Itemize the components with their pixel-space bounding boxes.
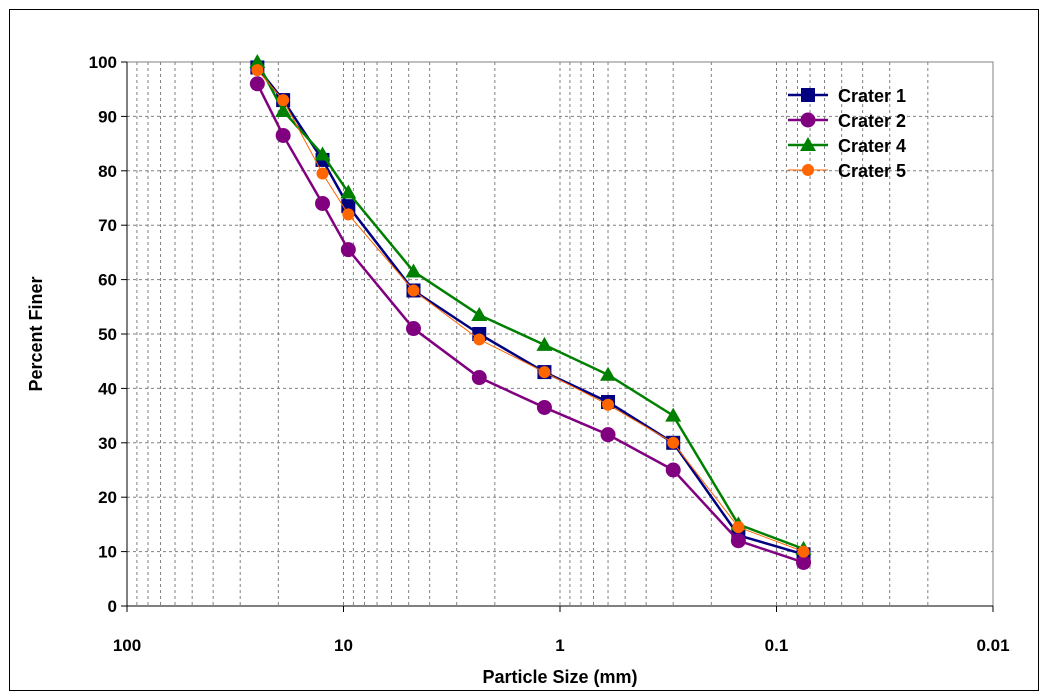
data-point bbox=[667, 436, 680, 449]
legend-marker bbox=[801, 88, 815, 102]
y-tick-label: 10 bbox=[98, 543, 117, 562]
x-axis-label: Particle Size (mm) bbox=[482, 667, 637, 687]
legend-item: Crater 2 bbox=[788, 111, 906, 131]
legend-marker bbox=[802, 164, 814, 176]
series-crater-5 bbox=[251, 64, 810, 558]
data-point bbox=[796, 554, 812, 570]
series-crater-2 bbox=[249, 76, 812, 570]
y-tick-label: 60 bbox=[98, 271, 117, 290]
x-tick-label: 0.1 bbox=[765, 636, 789, 655]
data-point bbox=[251, 64, 264, 77]
data-point bbox=[730, 533, 746, 549]
legend-item: Crater 4 bbox=[788, 136, 906, 156]
y-tick-label: 70 bbox=[98, 216, 117, 235]
legend-label: Crater 1 bbox=[838, 86, 906, 106]
grain-size-chart: 0 10 20 30 40 50 60 70 80 90 100 100 10 1 0.1 0.01 Perc… bbox=[26, 53, 1010, 687]
y-tick-label: 100 bbox=[89, 53, 117, 72]
data-point bbox=[275, 127, 291, 143]
data-point bbox=[665, 462, 681, 478]
data-point bbox=[536, 336, 553, 351]
y-tick-label: 40 bbox=[98, 379, 117, 398]
data-point bbox=[538, 366, 551, 379]
legend: Crater 1 Crater 2 Crater 4 Crater 5 bbox=[788, 86, 906, 181]
legend-label: Crater 5 bbox=[838, 161, 906, 181]
legend-label: Crater 2 bbox=[838, 111, 906, 131]
y-tick-label: 0 bbox=[108, 597, 117, 616]
x-tick-label: 10 bbox=[334, 636, 353, 655]
data-point bbox=[277, 94, 290, 107]
data-point bbox=[665, 407, 682, 422]
legend-item: Crater 1 bbox=[788, 86, 906, 106]
x-tick-label: 100 bbox=[113, 636, 141, 655]
data-point bbox=[249, 54, 266, 68]
data-point bbox=[473, 333, 486, 346]
data-point bbox=[275, 102, 292, 117]
data-point bbox=[316, 167, 329, 180]
data-point bbox=[405, 263, 422, 278]
series-line bbox=[256, 66, 804, 556]
data-point bbox=[314, 146, 331, 161]
y-tick-label: 90 bbox=[98, 107, 117, 126]
x-tick-label: 0.01 bbox=[976, 636, 1009, 655]
data-point bbox=[602, 398, 615, 411]
data-point bbox=[315, 195, 331, 211]
chart-frame: 0 10 20 30 40 50 60 70 80 90 100 100 10 1 0.1 0.01 Perc… bbox=[9, 9, 1039, 691]
series-line bbox=[256, 83, 804, 564]
data-point bbox=[732, 521, 745, 534]
data-point bbox=[797, 545, 810, 558]
data-point bbox=[600, 427, 616, 443]
data-point bbox=[600, 366, 617, 381]
series-line bbox=[256, 61, 804, 551]
legend-marker bbox=[800, 137, 816, 151]
y-tick-label: 50 bbox=[98, 325, 117, 344]
axes: 0 10 20 30 40 50 60 70 80 90 100 100 10 1 0.1 0.01 bbox=[89, 53, 1010, 655]
y-tick-label: 30 bbox=[98, 434, 117, 453]
y-tick-label: 20 bbox=[98, 488, 117, 507]
series-layer bbox=[249, 54, 812, 570]
x-tick-label: 1 bbox=[555, 636, 564, 655]
data-point bbox=[407, 284, 420, 297]
data-point bbox=[471, 370, 487, 386]
legend-item: Crater 5 bbox=[788, 161, 906, 181]
data-point bbox=[340, 184, 357, 199]
legend-label: Crater 4 bbox=[838, 136, 906, 156]
series-line bbox=[256, 69, 804, 553]
y-tick-label: 80 bbox=[98, 162, 117, 181]
series-crater-1 bbox=[250, 60, 811, 562]
data-point bbox=[340, 242, 356, 258]
data-point bbox=[342, 208, 355, 221]
data-point bbox=[405, 321, 421, 337]
legend-marker bbox=[800, 112, 816, 128]
series-crater-4 bbox=[249, 54, 812, 555]
data-point bbox=[249, 76, 265, 92]
data-point bbox=[536, 399, 552, 415]
y-axis-label: Percent Finer bbox=[26, 276, 46, 391]
data-point bbox=[471, 306, 488, 321]
